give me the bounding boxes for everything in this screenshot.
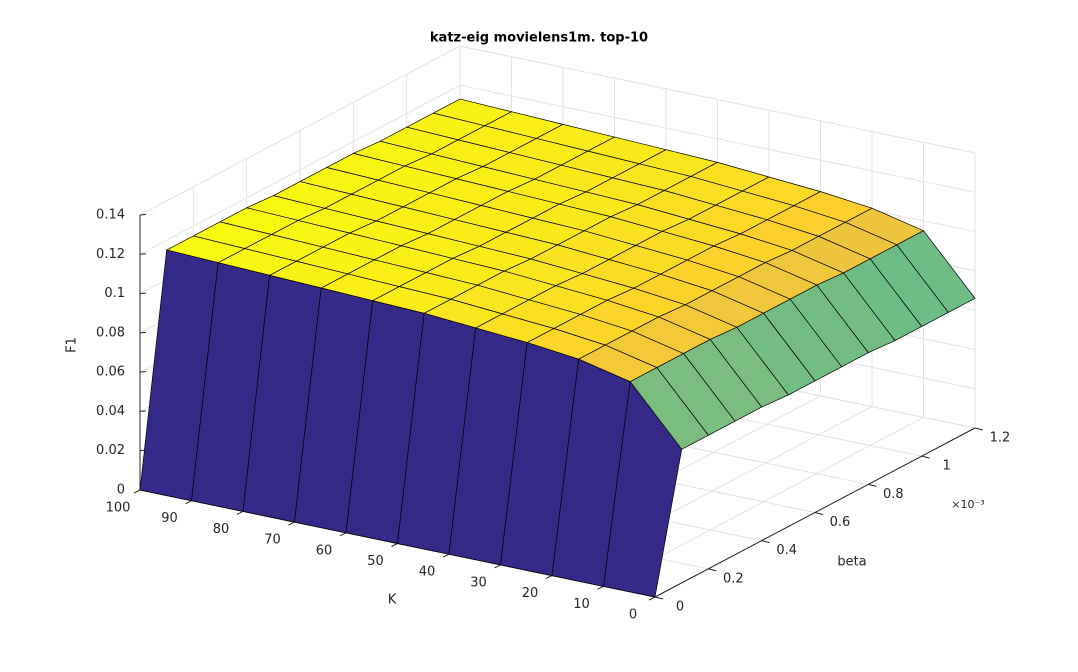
y-axis-label: beta bbox=[837, 555, 866, 570]
x-tick-label: 80 bbox=[213, 522, 230, 537]
y-tick bbox=[974, 427, 984, 431]
z-tick bbox=[139, 253, 147, 255]
x-tick-label: 50 bbox=[367, 554, 384, 569]
z-tick-label: 0 bbox=[117, 483, 125, 498]
chart-title: katz-eig movielens1m. top-10 bbox=[430, 31, 648, 46]
z-tick bbox=[139, 292, 147, 295]
z-tick bbox=[139, 410, 147, 412]
x-tick bbox=[545, 575, 553, 580]
z-tick bbox=[139, 214, 147, 216]
x-tick-label: 20 bbox=[522, 586, 539, 601]
x-tick bbox=[494, 564, 501, 569]
x-tick bbox=[288, 521, 295, 526]
y-tick bbox=[814, 512, 824, 515]
x-tick-label: 40 bbox=[419, 565, 436, 580]
z-tick-label: 0.02 bbox=[96, 443, 125, 458]
x-tick bbox=[648, 596, 656, 601]
z-tick-label: 0.08 bbox=[96, 325, 125, 340]
z-tick-label: 0.06 bbox=[96, 365, 125, 380]
surface bbox=[139, 98, 976, 598]
x-tick-label: 100 bbox=[106, 501, 131, 516]
y-tick-label: 1 bbox=[943, 459, 951, 474]
z-tick-label: 0.14 bbox=[96, 208, 125, 223]
z-tick-label: 0.12 bbox=[96, 247, 125, 262]
y-tick bbox=[761, 540, 770, 544]
y-tick bbox=[868, 483, 877, 487]
y-tick-label: 1.2 bbox=[990, 431, 1011, 446]
z-axis-label: F1 bbox=[65, 337, 80, 353]
x-tick-label: 10 bbox=[573, 597, 590, 612]
z-tick bbox=[139, 331, 147, 334]
y-tick-label: 0 bbox=[676, 600, 684, 615]
x-tick bbox=[391, 543, 398, 547]
z-tick-label: 0.1 bbox=[104, 286, 125, 301]
y-tick-label: 0.8 bbox=[883, 487, 904, 502]
x-tick-label: 60 bbox=[316, 543, 333, 558]
x-tick-label: 0 bbox=[629, 608, 637, 623]
x-tick bbox=[339, 532, 347, 537]
y-tick-label: 0.6 bbox=[830, 515, 851, 530]
y-tick-label: 0.4 bbox=[776, 543, 797, 558]
x-tick-label: 90 bbox=[161, 511, 178, 526]
x-tick bbox=[442, 553, 450, 558]
y-tick bbox=[921, 455, 930, 459]
y-axis-exponent: ×10⁻³ bbox=[951, 498, 984, 511]
y-tick-label: 0.2 bbox=[723, 571, 744, 586]
z-tick bbox=[139, 371, 147, 373]
y-tick bbox=[708, 568, 717, 572]
x-tick bbox=[133, 489, 141, 494]
surface-face bbox=[603, 381, 683, 598]
y-tick bbox=[654, 596, 664, 600]
x-tick bbox=[236, 510, 244, 515]
x-axis-label: K bbox=[388, 593, 397, 608]
x-tick-label: 30 bbox=[470, 575, 487, 590]
x-tick bbox=[185, 500, 192, 505]
z-tick-label: 0.04 bbox=[96, 404, 125, 419]
x-tick bbox=[597, 585, 604, 590]
labels: katz-eig movielens1m. top-10 F1 K beta ×… bbox=[65, 31, 1011, 623]
x-tick-label: 70 bbox=[264, 533, 281, 548]
